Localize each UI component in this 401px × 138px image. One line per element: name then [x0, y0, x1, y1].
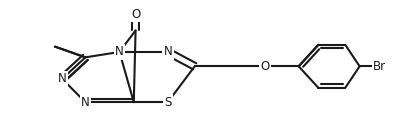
Text: N: N: [163, 46, 172, 59]
Text: O: O: [131, 8, 140, 21]
Text: S: S: [164, 96, 171, 109]
Text: N: N: [81, 96, 89, 109]
Text: N: N: [58, 72, 66, 85]
Text: N: N: [115, 46, 124, 59]
Text: O: O: [259, 60, 269, 73]
Text: Br: Br: [372, 60, 385, 73]
